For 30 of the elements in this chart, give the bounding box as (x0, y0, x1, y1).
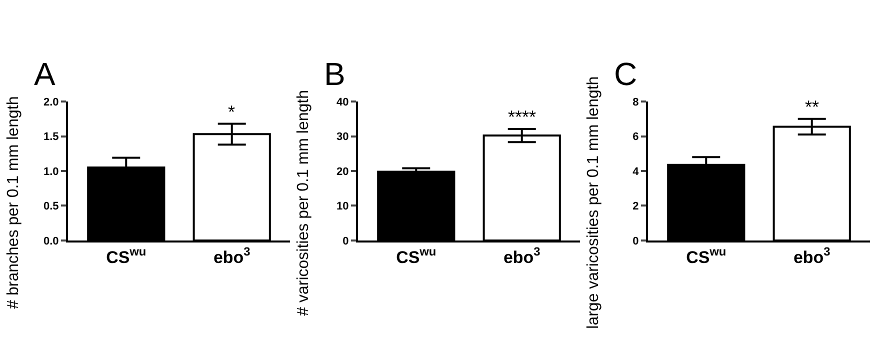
y-axis-title: large varicosities per 0.1 mm length (585, 76, 602, 329)
y-axis-title: # branches per 0.1 mm length (5, 96, 22, 309)
y-tick-label: 0.5 (44, 200, 59, 213)
chart-title: C (614, 56, 638, 92)
y-tick-label: 0.0 (44, 235, 59, 248)
annotation: ** (805, 97, 820, 117)
annotation: * (228, 102, 236, 122)
y-tick-label: 30 (336, 131, 349, 144)
y-tick-label: 10 (336, 200, 349, 213)
y-tick-label: 20 (336, 166, 349, 178)
y-axis-title: # varicosities per 0.1 mm length (295, 90, 312, 316)
x-tick-label: CS$^{wu}$ (106, 244, 146, 267)
y-tick-label: 2.0 (44, 96, 59, 108)
y-tick-label: 8 (632, 96, 639, 108)
y-tick-label: 4 (632, 166, 640, 178)
y-tick-label: 40 (336, 96, 349, 108)
x-tick-label: CS$^{wu}$ (686, 244, 726, 267)
y-tick-label: 6 (632, 131, 639, 144)
annotation: **** (508, 107, 536, 127)
y-tick-label: 0 (632, 235, 639, 248)
chart-title: B (324, 56, 346, 92)
y-tick-label: 2 (632, 200, 639, 213)
x-tick-label: ebo$^{3}$ (213, 244, 251, 267)
y-tick-label: 1.5 (44, 131, 59, 144)
y-tick-label: 1.0 (44, 166, 59, 178)
x-tick-label: ebo$^{3}$ (793, 244, 831, 267)
x-tick-label: ebo$^{3}$ (503, 244, 541, 267)
chart-title: A (34, 56, 56, 92)
x-tick-label: CS$^{wu}$ (396, 244, 436, 267)
y-tick-label: 0 (342, 235, 349, 248)
